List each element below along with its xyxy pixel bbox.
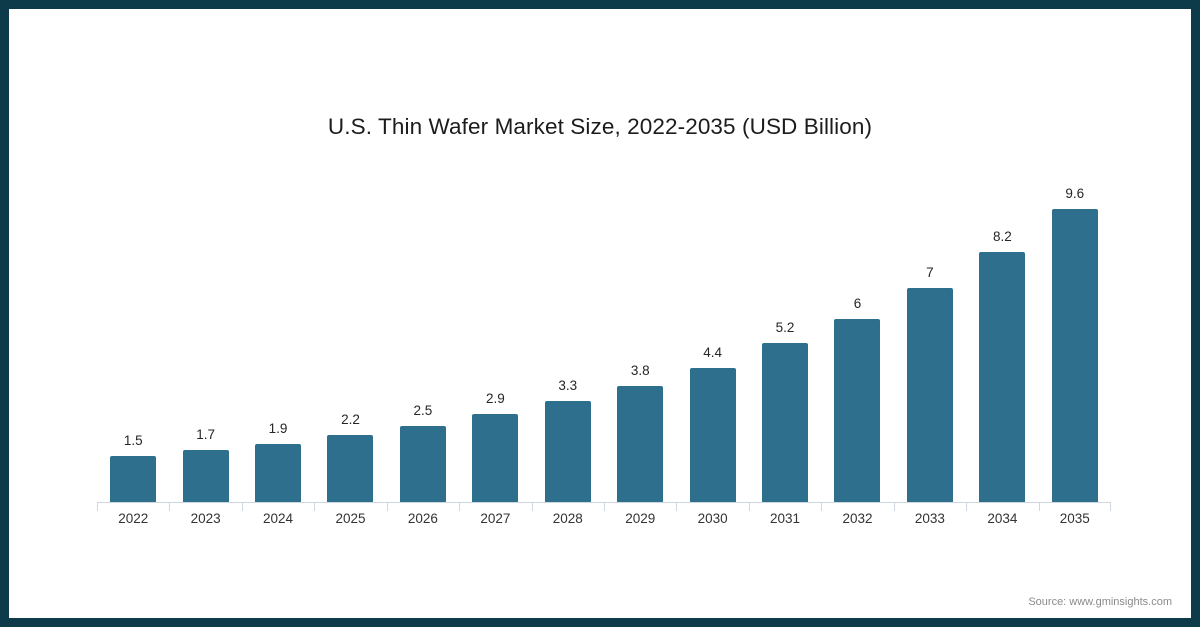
bar[interactable] <box>762 343 809 502</box>
x-axis-tick <box>966 503 968 511</box>
x-axis-tick <box>314 503 316 511</box>
bar-value-label: 5.2 <box>775 320 795 336</box>
x-axis-label: 2032 <box>842 511 873 526</box>
bar-group[interactable]: 6 <box>821 159 893 502</box>
x-axis-tick <box>676 503 678 511</box>
bar-group[interactable]: 8.2 <box>966 159 1038 502</box>
x-axis-tick <box>748 503 750 511</box>
bar[interactable] <box>834 318 881 502</box>
x-axis-label: 2024 <box>263 511 294 526</box>
x-axis-tick <box>821 503 823 511</box>
x-axis-label: 2031 <box>770 511 801 526</box>
x-axis-tick <box>169 503 171 511</box>
bar[interactable] <box>327 434 374 502</box>
bar-group[interactable]: 2.5 <box>387 159 459 502</box>
x-axis-tick <box>97 503 98 511</box>
x-axis-label: 2030 <box>697 511 728 526</box>
bar[interactable] <box>182 450 229 502</box>
bar-group[interactable]: 1.9 <box>242 159 314 502</box>
x-axis-label: 2022 <box>118 511 149 526</box>
x-axis-tick <box>1110 503 1111 511</box>
x-axis-tick <box>386 503 388 511</box>
bar[interactable] <box>255 444 302 502</box>
x-axis-label: 2025 <box>335 511 366 526</box>
x-axis-label: 2027 <box>480 511 511 526</box>
bar-value-label: 6 <box>853 295 862 311</box>
x-axis-line <box>97 502 1111 503</box>
bar-group[interactable]: 2.2 <box>314 159 386 502</box>
bar[interactable] <box>544 401 591 502</box>
bar-value-label: 2.2 <box>341 411 360 427</box>
bar-value-label: 4.4 <box>703 344 723 360</box>
bar-group[interactable]: 7 <box>894 159 966 502</box>
bar-value-label: 2.9 <box>485 390 505 406</box>
chart-title: U.S. Thin Wafer Market Size, 2022-2035 (… <box>327 114 873 139</box>
x-axis-label: 2033 <box>914 511 945 526</box>
plot-area: 1.5 1.7 1.9 2.2 2.5 2.9 3.3 3.8 4.4 5.2 6 7 8.2 9.6 <box>97 159 1111 511</box>
x-axis-ticks <box>97 503 1111 511</box>
bar-value-label: 9.6 <box>1065 186 1085 201</box>
bar[interactable] <box>1051 209 1098 502</box>
source-note: Source: www.gminsights.com <box>1028 596 1172 608</box>
bar-value-label: 7 <box>926 265 934 281</box>
bar-value-label: 8.2 <box>992 228 1012 244</box>
x-axis-labels: 2022 2023 2024 2025 2026 2027 2028 2029 2030 2031… <box>97 511 1111 531</box>
x-axis-label: 2028 <box>552 511 583 526</box>
bar[interactable] <box>472 413 519 502</box>
bar[interactable] <box>906 288 953 502</box>
x-axis-tick <box>604 503 605 511</box>
bar-series: 1.5 1.7 1.9 2.2 2.5 2.9 3.3 3.8 4.4 5.2 6 7 8.2 9.6 <box>97 159 1111 502</box>
bar[interactable] <box>689 367 736 502</box>
bar-value-label: 1.7 <box>196 427 216 443</box>
bar[interactable] <box>399 425 446 502</box>
bar-group[interactable]: 2.9 <box>459 159 531 502</box>
bar[interactable] <box>110 456 157 502</box>
bar-value-label: 2.5 <box>413 402 433 418</box>
bar-group[interactable]: 5.2 <box>749 159 821 502</box>
bar[interactable] <box>979 251 1026 502</box>
x-axis-label: 2034 <box>987 511 1018 526</box>
x-axis-label: 2026 <box>407 511 438 526</box>
x-axis-tick <box>893 503 895 511</box>
bar-value-label: 3.8 <box>630 363 650 379</box>
x-axis-label: 2029 <box>625 511 656 526</box>
x-axis-tick <box>531 503 533 511</box>
bar-value-label: 1.9 <box>268 421 288 437</box>
bar-value-label: 1.5 <box>123 433 143 449</box>
x-axis-tick <box>459 503 461 511</box>
x-axis-label: 2023 <box>190 511 221 526</box>
bar-group[interactable]: 1.7 <box>169 159 241 502</box>
bar-group[interactable]: 3.3 <box>532 159 604 502</box>
x-axis-tick <box>1038 503 1040 511</box>
bar-group[interactable]: 1.5 <box>97 159 169 502</box>
bar-group[interactable]: 9.6 <box>1039 159 1111 502</box>
bar-group[interactable]: 3.8 <box>604 159 676 502</box>
bar[interactable] <box>617 386 664 502</box>
x-axis-label: 2035 <box>1059 511 1090 526</box>
bar-value-label: 3.3 <box>558 378 578 394</box>
x-axis-tick <box>241 503 243 511</box>
bar-group[interactable]: 4.4 <box>676 159 748 502</box>
